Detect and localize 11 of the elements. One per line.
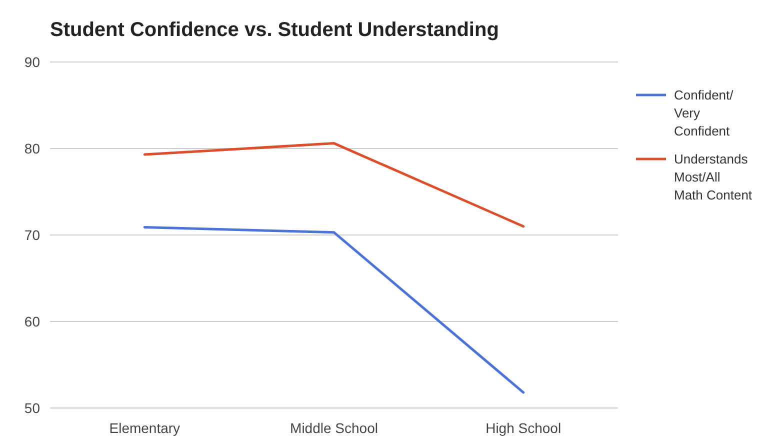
x-tick-label: High School bbox=[486, 420, 562, 436]
x-tick-label: Middle School bbox=[290, 420, 378, 436]
legend-label: Understands Most/All Math Content bbox=[674, 152, 752, 203]
y-tick-label: 70 bbox=[24, 226, 40, 243]
y-tick-label: 50 bbox=[24, 400, 40, 416]
y-tick-label: 60 bbox=[24, 313, 40, 330]
chart-title: Student Confidence vs. Student Understanding bbox=[50, 19, 499, 41]
y-tick-label: 80 bbox=[24, 140, 40, 156]
x-tick-label: Elementary bbox=[109, 420, 180, 436]
y-tick-label: 90 bbox=[24, 54, 40, 70]
legend-label: Confident/ Very Confident bbox=[674, 88, 734, 139]
